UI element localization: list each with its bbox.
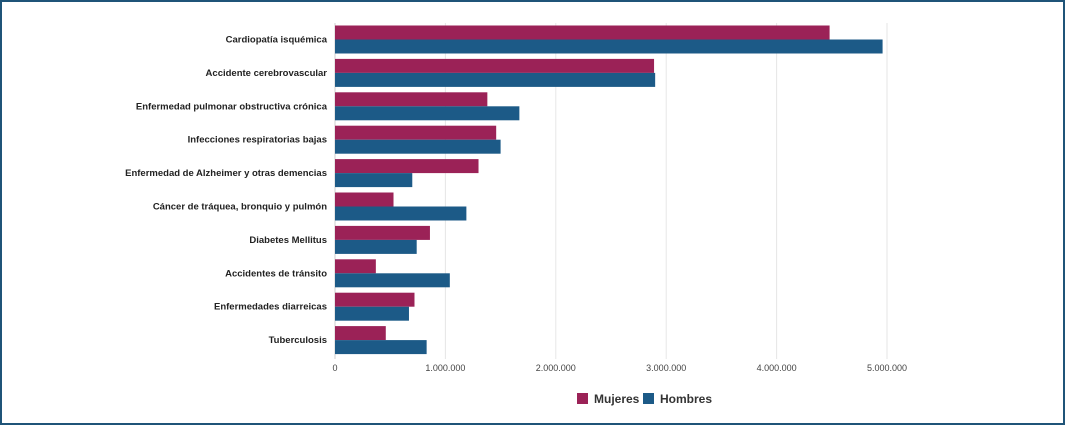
bar-hombres-2 (335, 106, 520, 121)
bar-mujeres-0 (335, 25, 830, 40)
bar-mujeres-1 (335, 58, 655, 73)
bars (335, 25, 883, 355)
legend-label-mujeres: Mujeres (594, 392, 640, 406)
x-axis-tick-labels: 0 1.000.000 2.000.000 3.000.000 4.000.000 5.0… (332, 363, 907, 373)
legend-label-hombres: Hombres (660, 392, 712, 406)
bar-hombres-7 (335, 273, 450, 288)
bar-hombres-0 (335, 39, 883, 54)
category-label: Enfermedad de Alzheimer y otras demencia… (125, 168, 327, 179)
category-label: Enfermedad pulmonar obstructiva crónica (136, 101, 328, 112)
category-label: Enfermedades diarreicas (214, 302, 327, 313)
category-label: Tuberculosis (269, 335, 327, 346)
x-tick-label: 3.000.000 (646, 363, 686, 373)
category-label: Diabetes Mellitus (249, 235, 327, 246)
bar-mujeres-4 (335, 159, 479, 174)
bar-hombres-9 (335, 340, 427, 355)
x-tick-label: 2.000.000 (536, 363, 576, 373)
category-label: Accidente cerebrovascular (206, 68, 328, 79)
category-label: Accidentes de tránsito (225, 268, 327, 279)
legend: Mujeres Hombres (577, 392, 712, 406)
bar-mujeres-6 (335, 225, 430, 240)
bar-mujeres-9 (335, 326, 386, 341)
bar-hombres-3 (335, 139, 501, 154)
bar-hombres-5 (335, 206, 467, 221)
legend-swatch-hombres (643, 393, 654, 404)
x-tick-label: 5.000.000 (867, 363, 907, 373)
legend-swatch-mujeres (577, 393, 588, 404)
category-labels: Cardiopatía isquémica Accidente cerebrova… (125, 35, 328, 347)
bar-hombres-4 (335, 173, 413, 188)
bar-mujeres-3 (335, 125, 497, 140)
bar-hombres-1 (335, 72, 656, 87)
category-label: Cardiopatía isquémica (226, 35, 328, 46)
bar-hombres-6 (335, 239, 417, 254)
category-label: Cáncer de tráquea, bronquio y pulmón (153, 202, 327, 213)
category-label: Infecciones respiratorias bajas (188, 135, 327, 146)
bar-mujeres-8 (335, 292, 415, 307)
bar-mujeres-2 (335, 92, 488, 107)
bar-mujeres-7 (335, 259, 376, 274)
bar-hombres-8 (335, 306, 409, 321)
x-tick-label: 4.000.000 (757, 363, 797, 373)
bar-mujeres-5 (335, 192, 394, 207)
x-tick-label: 1.000.000 (425, 363, 465, 373)
x-tick-label: 0 (332, 363, 337, 373)
